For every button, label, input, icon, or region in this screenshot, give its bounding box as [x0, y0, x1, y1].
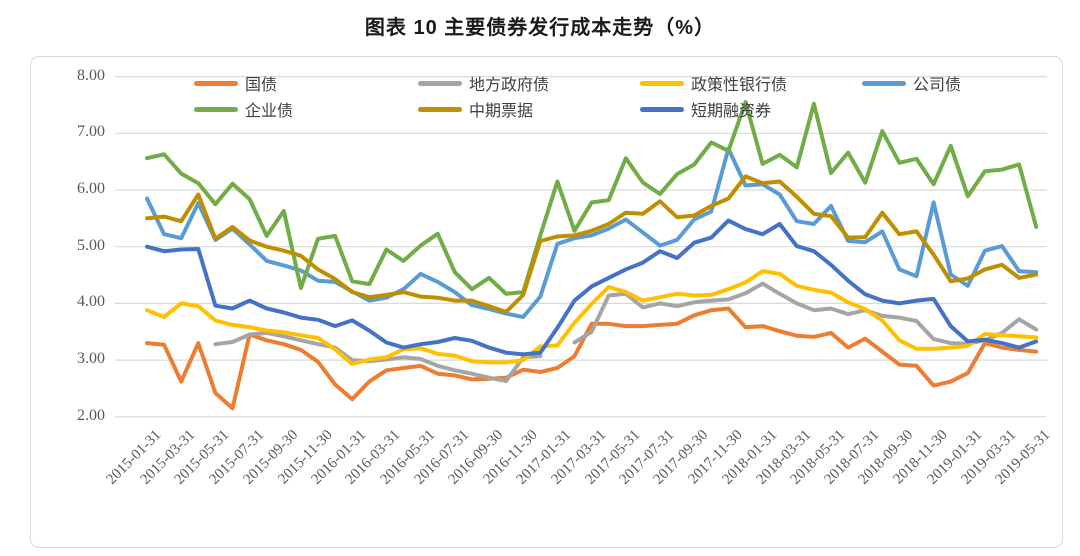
y-tick-label: 8.00	[77, 66, 105, 84]
series-line-mtn	[145, 174, 1039, 314]
line-chart-canvas	[115, 76, 1047, 418]
legend-label-enterprise-bond: 企业债	[245, 103, 294, 120]
y-tick-label: 7.00	[77, 123, 105, 141]
series-line-local-gov-bond	[572, 281, 1039, 346]
series-line-policy-bank-bond	[145, 269, 1039, 367]
legend-label-scp: 短期融资券	[691, 103, 772, 120]
legend-item-enterprise-bond: 企业债	[194, 99, 294, 120]
legend-item-corporate-bond: 公司债	[862, 73, 962, 94]
series-line-enterprise-bond	[145, 100, 1039, 296]
series-line-scp	[145, 218, 1039, 357]
y-tick-label: 5.00	[77, 236, 105, 254]
y-tick-label: 3.00	[77, 350, 105, 368]
y-tick-label: 2.00	[77, 406, 105, 424]
legend-label-treasury: 国债	[245, 77, 278, 94]
legend-swatch-corporate-bond	[862, 80, 906, 86]
y-tick-label: 4.00	[77, 293, 105, 311]
legend-swatch-local-gov-bond	[418, 80, 462, 86]
legend-swatch-treasury	[194, 80, 238, 86]
legend-swatch-mtn	[418, 106, 462, 112]
chart-plot-card: 8.00 7.00 6.00 5.00 4.00 3.00 2.00 2015-01-31 2…	[30, 56, 1063, 548]
legend-swatch-enterprise-bond	[194, 106, 238, 112]
legend-label-policy-bank-bond: 政策性银行债	[691, 77, 788, 94]
chart-title: 图表 10 主要债券发行成本走势（%）	[364, 17, 716, 39]
legend-label-mtn: 中期票据	[469, 103, 534, 120]
legend-label-corporate-bond: 公司债	[913, 77, 962, 94]
legend-item-treasury: 国债	[194, 73, 278, 94]
legend-item-policy-bank-bond: 政策性银行债	[640, 73, 788, 94]
y-tick-label: 6.00	[77, 180, 105, 197]
legend-label-local-gov-bond: 地方政府债	[469, 77, 550, 94]
series-line-treasury	[145, 306, 1039, 411]
legend-item-scp: 短期融资券	[640, 99, 772, 120]
legend-item-local-gov-bond: 地方政府债	[418, 73, 550, 94]
legend-swatch-policy-bank-bond	[640, 80, 684, 86]
legend-swatch-scp	[640, 106, 684, 112]
legend-item-mtn: 中期票据	[418, 99, 534, 120]
